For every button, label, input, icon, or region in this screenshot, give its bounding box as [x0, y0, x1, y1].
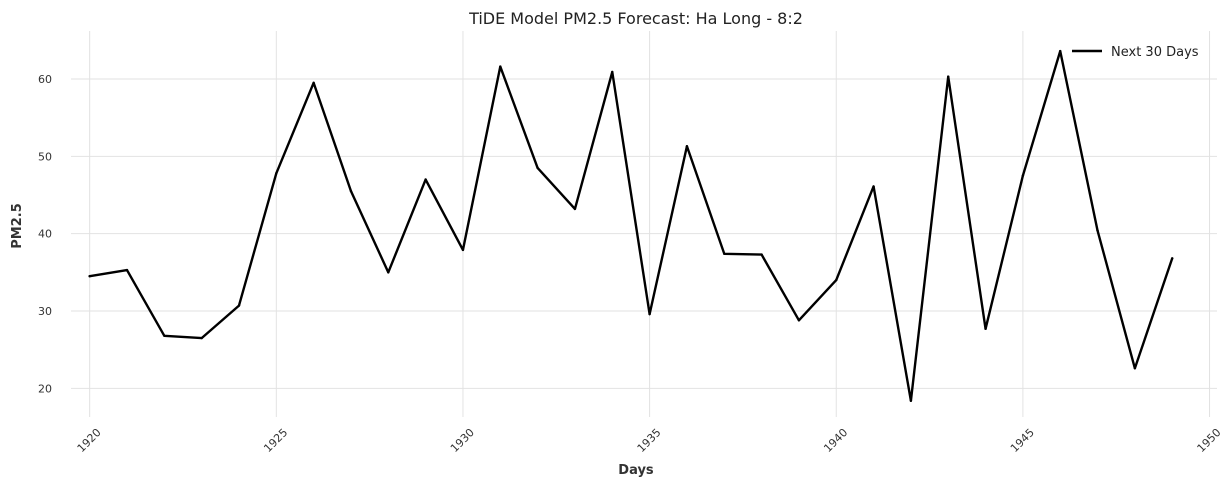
data-point-1942: [909, 399, 913, 402]
data-point-1936: [685, 145, 689, 148]
data-point-1943: [947, 75, 950, 78]
series-line-0: [88, 49, 1174, 402]
legend: Next 30 Days: [1072, 45, 1199, 60]
y-tick-label-40: 40: [38, 228, 52, 241]
data-point-1929: [424, 178, 427, 181]
data-point-1928: [387, 271, 390, 274]
x-tick-label-1950: 1950: [1195, 426, 1224, 455]
data-point-1949: [1171, 257, 1174, 260]
y-tick-label-30: 30: [38, 305, 52, 318]
data-point-1940: [835, 278, 838, 282]
data-point-1938: [760, 253, 763, 256]
data-point-1933: [573, 207, 577, 211]
data-point-1944: [984, 327, 987, 331]
data-point-1926: [312, 81, 315, 85]
data-point-1947: [1096, 229, 1099, 232]
data-point-1924: [237, 304, 241, 307]
data-point-1921: [125, 268, 129, 272]
chart-title: TiDE Model PM2.5 Forecast: Ha Long - 8:2: [468, 9, 803, 28]
x-tick-label-1945: 1945: [1008, 426, 1037, 455]
data-point-1932: [536, 166, 539, 170]
data-point-1941: [872, 185, 875, 188]
x-tick-label-1930: 1930: [448, 426, 477, 455]
data-point-1945: [1021, 174, 1025, 177]
data-point-1948: [1133, 367, 1137, 370]
y-axis-label: PM2.5: [10, 203, 25, 249]
y-tick-label-60: 60: [38, 73, 52, 86]
x-tick-label-1940: 1940: [821, 426, 850, 455]
data-point-1935: [648, 312, 651, 316]
series-layer: [88, 49, 1174, 402]
grid-lines: [71, 31, 1217, 417]
data-point-1946: [1059, 49, 1062, 53]
x-tick-label-1920: 1920: [75, 426, 104, 455]
legend-label-next-30-days: Next 30 Days: [1111, 45, 1199, 60]
data-point-1927: [349, 189, 353, 193]
y-tick-label-50: 50: [38, 150, 52, 163]
data-point-1922: [163, 334, 166, 337]
y-tick-label-20: 20: [38, 382, 52, 395]
data-point-1939: [797, 319, 801, 322]
data-point-1930: [461, 248, 465, 252]
data-point-1920: [88, 275, 91, 278]
data-point-1925: [275, 172, 278, 175]
x-tick-label-1935: 1935: [635, 426, 664, 455]
tick-labels: 1920 1925 1930 1935 1940 1945 1950 20 30 40 50 60: [38, 73, 1224, 455]
data-point-1937: [723, 252, 726, 255]
x-tick-label-1925: 1925: [261, 426, 290, 455]
data-point-1923: [200, 336, 203, 340]
data-point-1931: [499, 65, 502, 68]
x-axis-label: Days: [618, 463, 654, 478]
data-point-1934: [611, 70, 614, 74]
